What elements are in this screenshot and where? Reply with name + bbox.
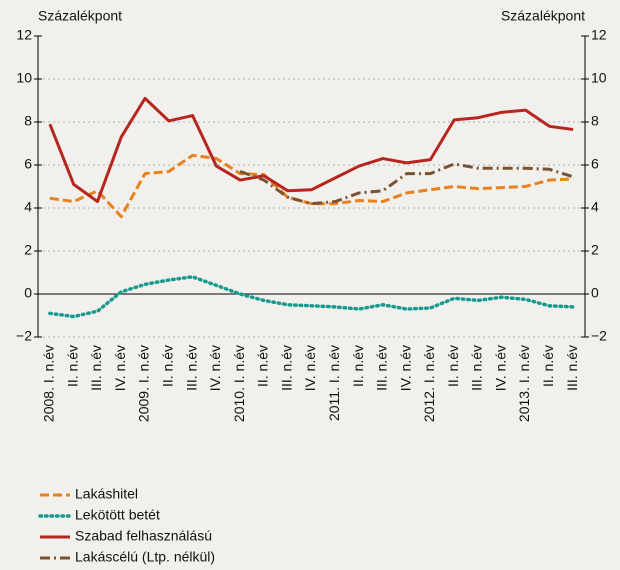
legend-label: Lekötött betét	[75, 507, 160, 523]
y2-axis-label: Százalékpont	[501, 8, 585, 24]
y2-tick-label: 4	[591, 199, 599, 215]
y-tick-label: 2	[24, 242, 32, 258]
x-tick-label: 2010. I. n.év	[231, 345, 247, 422]
x-tick-label: III. n.év	[278, 345, 294, 391]
x-tick-label: II. n.év	[350, 345, 366, 387]
x-tick-label: IV. n.év	[207, 345, 223, 391]
x-tick-label: III. n.év	[564, 345, 580, 391]
legend-label: Lakáshitel	[75, 486, 138, 502]
x-tick-label: II. n.év	[255, 345, 271, 387]
y-tick-label: 0	[24, 285, 32, 301]
legend-label: Lakáscélú (Ltp. nélkül)	[75, 549, 215, 565]
y2-tick-label: 0	[591, 285, 599, 301]
x-tick-label: IV. n.év	[397, 345, 413, 391]
x-tick-label: III. n.év	[469, 345, 485, 391]
y-axis-label: Százalékpont	[38, 8, 122, 24]
x-tick-label: II. n.év	[540, 345, 556, 387]
y2-tick-label: 10	[591, 70, 607, 86]
y2-tick-label: 2	[591, 242, 599, 258]
x-tick-label: III. n.év	[88, 345, 104, 391]
x-tick-label: III. n.év	[183, 345, 199, 391]
y2-tick-label: 8	[591, 113, 599, 129]
x-tick-label: 2008. I. n.év	[41, 345, 57, 422]
y-tick-label: −2	[16, 328, 32, 344]
x-tick-label: IV. n.év	[302, 345, 318, 391]
x-tick-label: 2013. I. n.év	[516, 345, 532, 422]
y-tick-label: 6	[24, 156, 32, 172]
x-tick-label: II. n.év	[160, 345, 176, 387]
y2-tick-label: 12	[591, 27, 607, 43]
x-tick-label: 2009. I. n.év	[136, 345, 152, 422]
series-line	[48, 96, 574, 204]
y-tick-label: 8	[24, 113, 32, 129]
x-tick-label: IV. n.év	[492, 345, 508, 391]
series-line	[49, 153, 574, 219]
x-tick-label: III. n.év	[374, 345, 390, 391]
x-tick-label: II. n.év	[445, 345, 461, 387]
y-tick-label: 10	[16, 70, 32, 86]
x-tick-label: 2012. I. n.év	[421, 345, 437, 422]
series-line	[48, 275, 575, 319]
y2-tick-label: −2	[591, 328, 607, 344]
x-tick-label: 2011. I. n.év	[326, 345, 342, 421]
y2-tick-label: 6	[591, 156, 599, 172]
series-line	[239, 162, 574, 206]
y-tick-label: 12	[16, 27, 32, 43]
y-tick-label: 4	[24, 199, 32, 215]
legend-label: Szabad felhasználású	[75, 528, 212, 544]
x-tick-label: II. n.év	[64, 345, 80, 387]
x-tick-label: IV. n.év	[112, 345, 128, 391]
